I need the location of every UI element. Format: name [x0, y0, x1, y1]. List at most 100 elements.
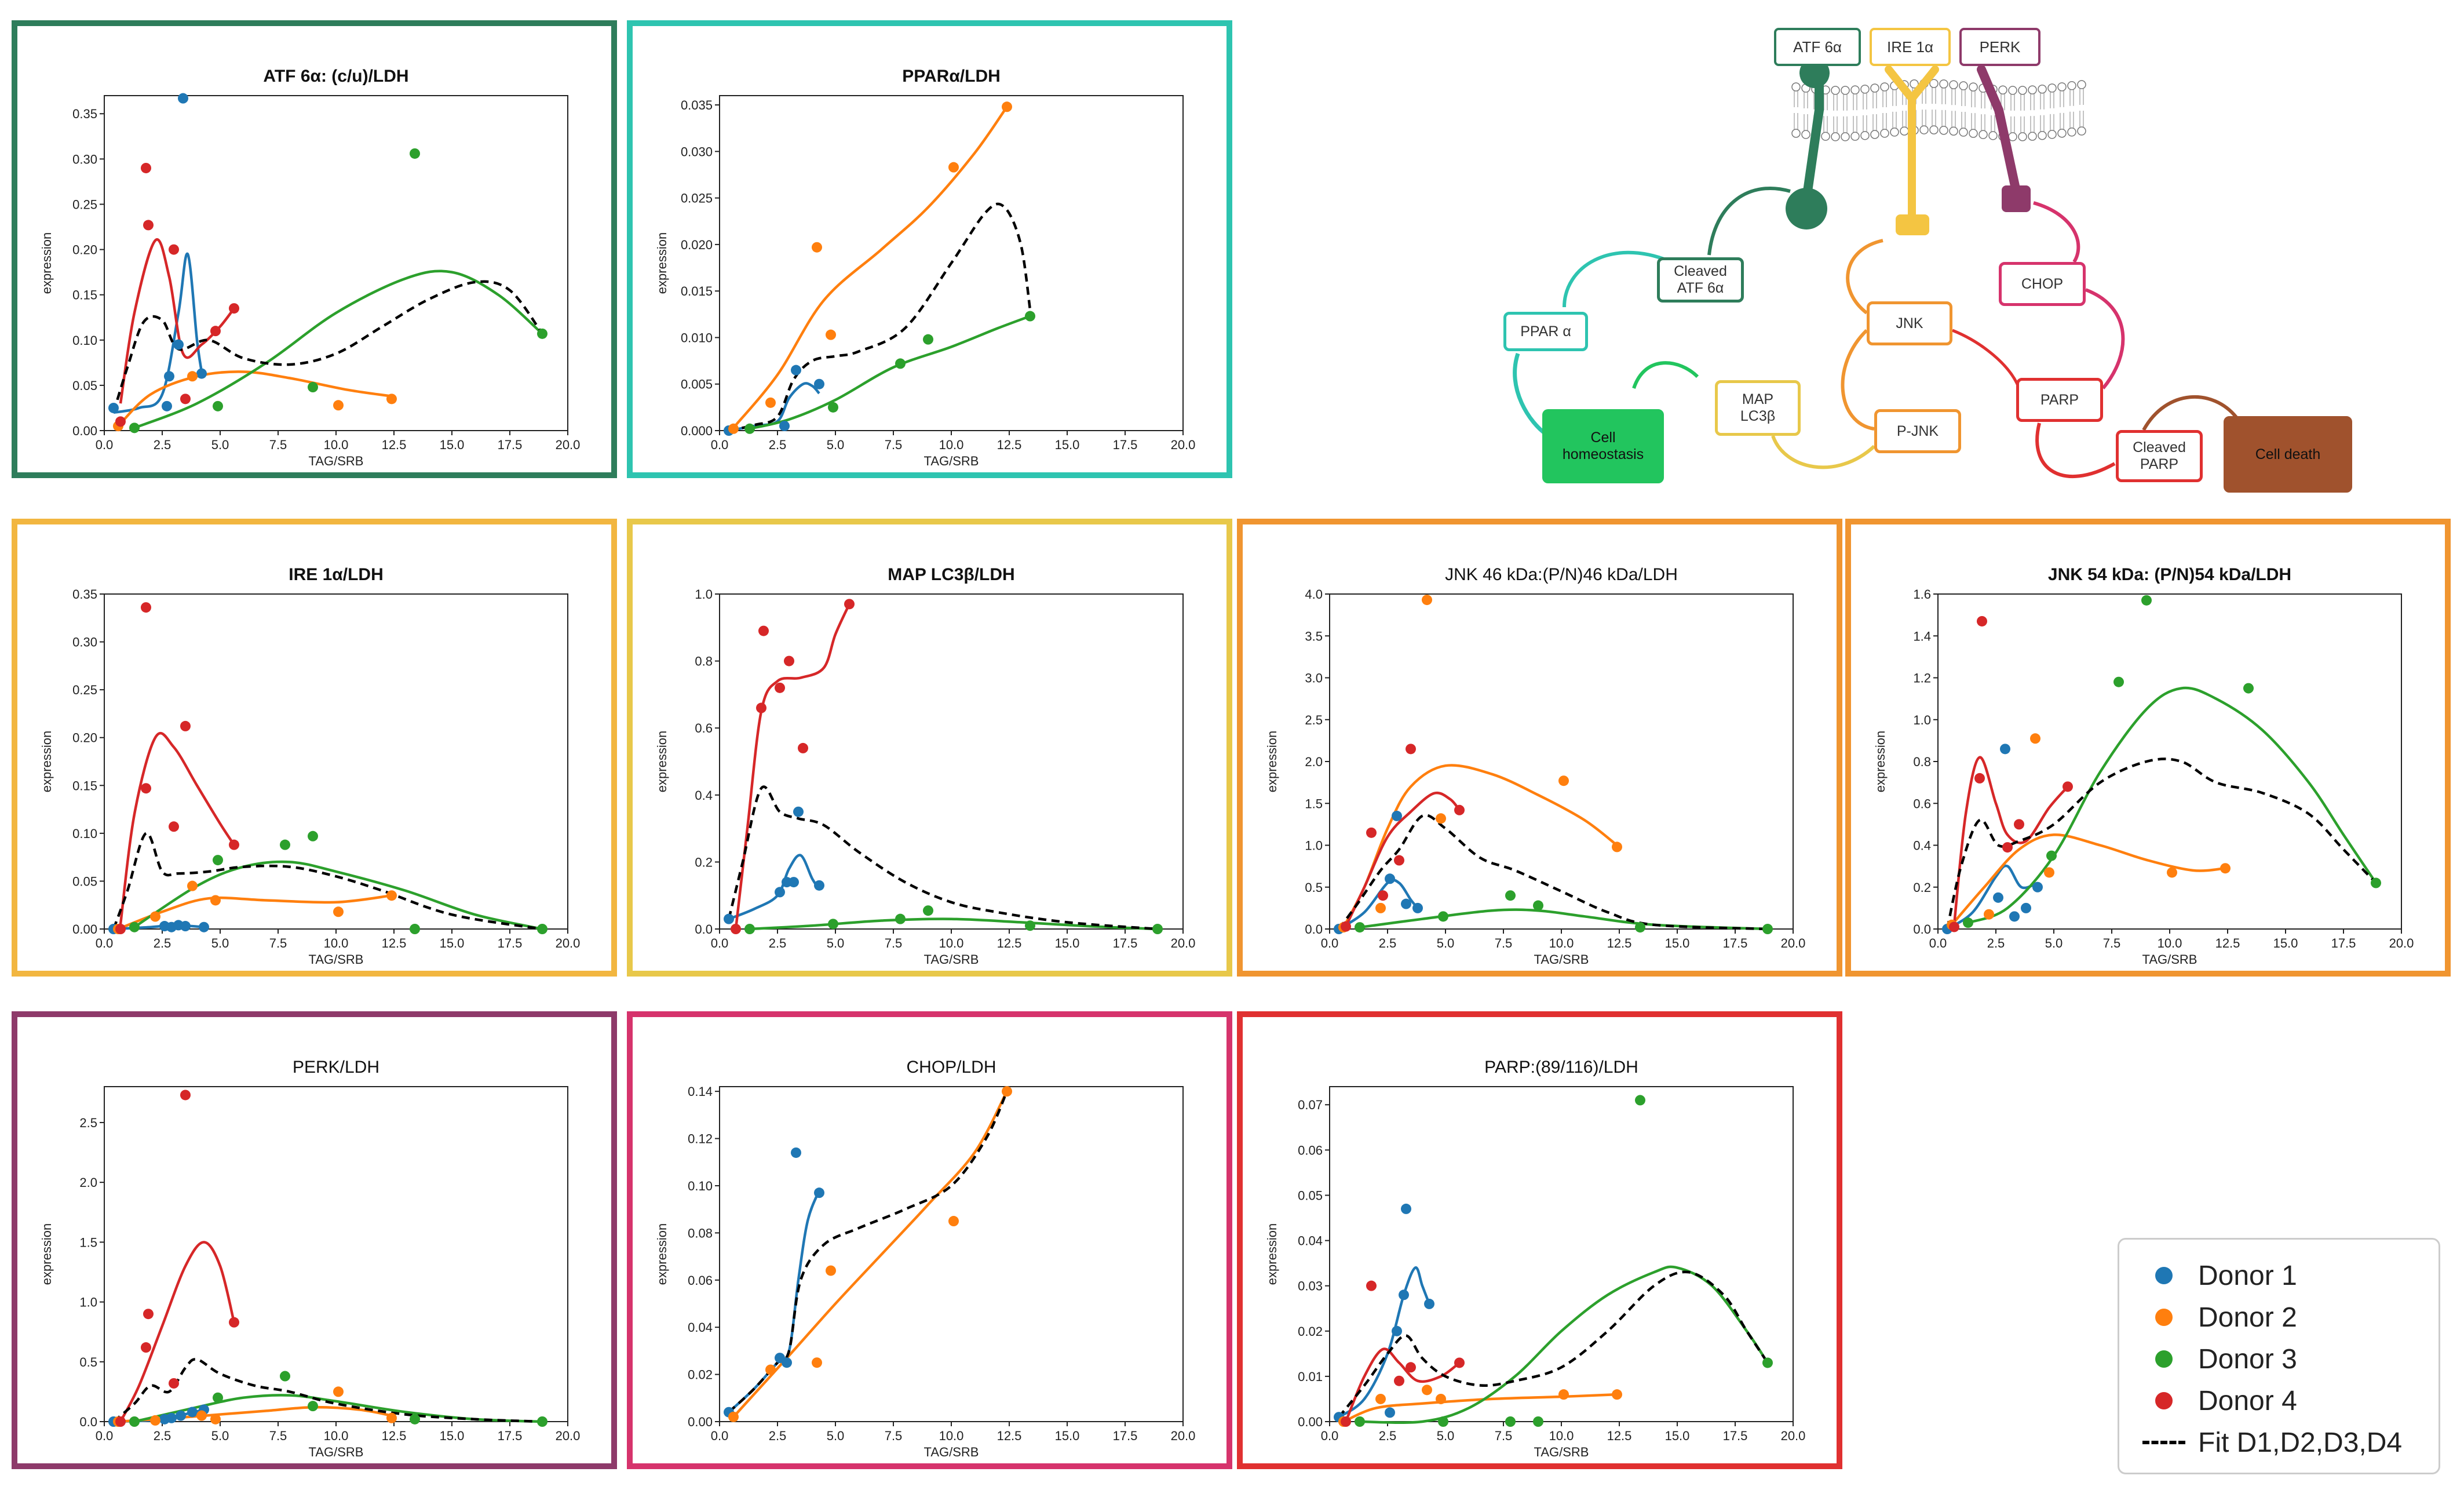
data-point-d1: [187, 1407, 198, 1418]
fit-line-d3: [1359, 1265, 1769, 1424]
data-point-d3: [129, 422, 140, 433]
membrane-lipid-head: [1998, 85, 2007, 95]
arrow-cleaved-to-ppar: [1563, 250, 1670, 308]
data-point-d4: [229, 839, 239, 850]
y-tick-label: 1.0: [1913, 713, 1931, 727]
y-tick-label: 0.030: [681, 144, 713, 159]
x-tick-label: 0.0: [1321, 936, 1339, 950]
fit-line-d4: [734, 603, 851, 930]
membrane-lipid-head: [2067, 81, 2076, 90]
data-point-d4: [1378, 890, 1388, 901]
fit-line-mean: [112, 280, 543, 413]
y-tick-label: 0.05: [72, 874, 97, 888]
chart-svg: PERK/LDH 0.0 2.5 5.0 7.5 10.0 12.5 15.0 17.5 20.0…: [39, 1058, 581, 1459]
data-point-d1: [791, 365, 801, 376]
y-tick-label: 0.6: [1913, 796, 1931, 811]
y-axis-label: expression: [39, 232, 54, 294]
data-point-d3: [1505, 890, 1516, 901]
x-tick-label: 0.0: [711, 438, 729, 452]
cell-homeostasis-node: Cell homeostasis: [1542, 409, 1664, 483]
x-tick-label: 5.0: [827, 936, 845, 950]
membrane-lipid-tail: [2079, 111, 2084, 127]
arrow-cleaved-to-death: [2142, 395, 2238, 431]
chart-title: MAP LC3β/LDH: [888, 565, 1014, 584]
y-tick-label: 0.0: [1913, 922, 1931, 937]
legend-item-donor-1: Donor 1: [2142, 1258, 2297, 1293]
data-point-d4: [115, 924, 126, 934]
data-point-d2: [1375, 1393, 1386, 1404]
x-tick-label: 10.0: [1549, 1429, 1574, 1443]
fit-line-d3: [749, 315, 1031, 430]
membrane-lipid-tail: [1833, 94, 1838, 111]
y-tick-label: 3.5: [1305, 629, 1323, 643]
fit-line-d4: [119, 238, 235, 404]
data-point-d3: [129, 921, 140, 932]
membrane-lipid-tail: [1991, 115, 1995, 132]
data-point-d1: [2021, 902, 2031, 913]
data-point-d1: [724, 913, 734, 924]
chart-title: CHOP/LDH: [906, 1058, 996, 1077]
x-axis-label: TAG/SRB: [309, 952, 364, 967]
x-tick-label: 7.5: [1495, 936, 1513, 950]
y-tick-label: 0.0: [79, 1415, 97, 1429]
fit-line-d1: [728, 382, 820, 432]
membrane-lipid-tail: [1823, 94, 1828, 111]
y-tick-label: 0.020: [681, 238, 713, 252]
x-tick-label: 20.0: [556, 1429, 581, 1443]
membrane-lipid-tail: [1794, 113, 1798, 129]
data-point-d3: [1762, 1357, 1773, 1368]
data-point-d3: [1355, 922, 1365, 933]
x-tick-label: 12.5: [2215, 936, 2240, 950]
y-tick-label: 0.4: [695, 788, 713, 803]
data-point-d3: [410, 924, 420, 934]
arrow-chop-to-parp: [2085, 288, 2125, 389]
x-tick-label: 0.0: [1321, 1429, 1339, 1443]
data-point-d4: [844, 599, 855, 610]
data-point-d3: [1963, 917, 1973, 928]
membrane-lipid-tail: [1882, 112, 1887, 129]
x-tick-label: 17.5: [498, 438, 523, 452]
data-point-d1: [814, 880, 824, 891]
fit-line-d1: [1946, 864, 2038, 930]
chart-svg: CHOP/LDH 0.0 2.5 5.0 7.5 10.0 12.5 15.0 17.5 20.0…: [655, 1058, 1195, 1459]
membrane-lipid-tail: [1951, 89, 1956, 105]
data-point-d2: [333, 400, 344, 411]
x-tick-label: 17.5: [1113, 936, 1138, 950]
x-tick-label: 12.5: [997, 438, 1022, 452]
er-stress-pathway-diagram: ATF 6α IRE 1α PERK Cleaved ATF 6α PPAR α…: [1460, 17, 2387, 516]
data-point-d3: [213, 400, 223, 411]
x-tick-label: 7.5: [885, 936, 903, 950]
membrane-lipid-head: [1939, 79, 1948, 89]
membrane-lipid-head: [2038, 84, 2047, 94]
membrane-lipid-head: [1949, 80, 1958, 89]
legend: Donor 1 Donor 2 Donor 3 Donor 4 Fit D1,D…: [2118, 1238, 2440, 1474]
x-tick-label: 7.5: [269, 1429, 287, 1443]
membrane-lipid-tail: [1971, 113, 1976, 130]
data-point-d3: [213, 1392, 223, 1403]
x-tick-label: 20.0: [1171, 936, 1196, 950]
x-tick-label: 12.5: [382, 936, 407, 950]
x-tick-label: 5.0: [211, 438, 229, 452]
data-point-d1: [173, 339, 184, 350]
membrane-lipid-head: [1969, 82, 1978, 92]
x-tick-label: 12.5: [997, 936, 1022, 950]
data-point-d3: [2243, 683, 2254, 694]
membrane-lipid-tail: [1872, 114, 1877, 131]
x-tick-label: 2.5: [154, 438, 171, 452]
data-point-d4: [1341, 1416, 1351, 1427]
membrane-lipid-head: [1910, 79, 1919, 89]
membrane-lipid-tail: [2020, 116, 2025, 133]
data-point-d3: [1025, 920, 1035, 931]
y-tick-label: 0.04: [688, 1320, 713, 1335]
chart-title: ATF 6α: (c/u)/LDH: [263, 67, 408, 86]
fit-line-d3: [134, 269, 543, 429]
data-point-d2: [1558, 1389, 1569, 1400]
y-axis-label: expression: [39, 1223, 54, 1285]
y-tick-label: 0.2: [695, 855, 713, 869]
x-tick-label: 7.5: [885, 1429, 903, 1443]
legend-item-donor-2: Donor 2: [2142, 1300, 2297, 1335]
y-axis-label: expression: [1873, 731, 1888, 792]
y-tick-label: 0.06: [1298, 1143, 1323, 1157]
y-tick-label: 1.0: [79, 1295, 97, 1310]
data-point-d4: [143, 1309, 154, 1320]
